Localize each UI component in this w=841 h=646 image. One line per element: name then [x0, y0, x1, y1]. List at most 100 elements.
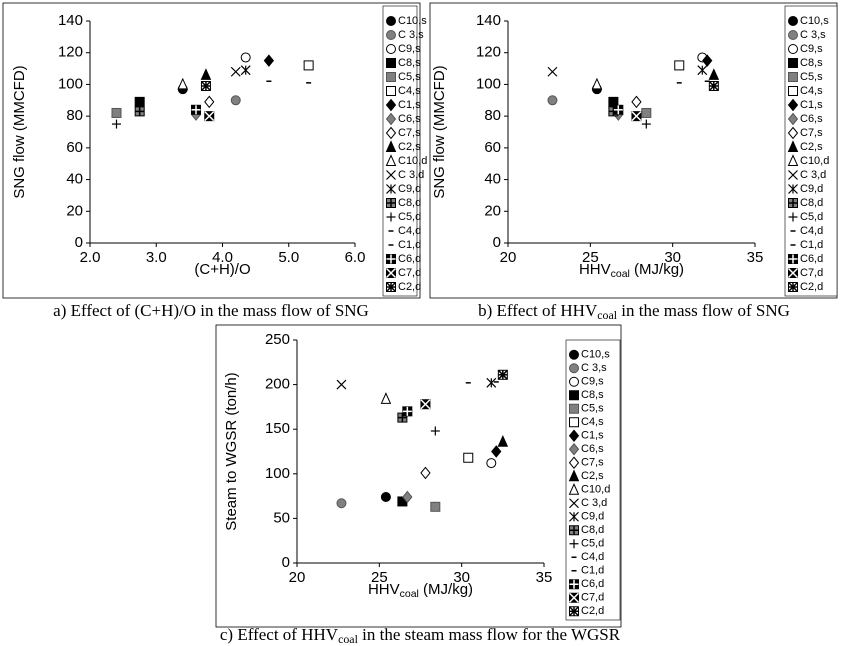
y-tick-label: 0 [75, 234, 83, 251]
legend-label: C4,d [581, 551, 604, 563]
marker-shape [568, 429, 580, 443]
y-tick-label: 150 [265, 420, 290, 437]
marker-shape [569, 403, 579, 414]
legend-marker [788, 16, 798, 26]
legend-label: C7,d [581, 592, 604, 604]
y-tick-label: 120 [58, 44, 83, 61]
marker-shape [204, 95, 215, 109]
x-tick-label: 4.0 [212, 249, 233, 266]
marker-shape [380, 491, 391, 502]
marker-stroke [708, 80, 719, 92]
data-point [491, 445, 502, 458]
legend-marker [386, 212, 396, 222]
data-point [200, 68, 212, 80]
y-tick-label: 60 [484, 139, 501, 156]
marker-shape [641, 107, 652, 118]
legend-marker [788, 86, 798, 96]
data-point [191, 104, 201, 115]
legend-marker [787, 281, 799, 293]
text-part: coal [597, 308, 618, 322]
legend-label: C 3,s [398, 29, 424, 41]
marker-shape [787, 154, 799, 166]
legend-label: C8,d [581, 524, 604, 536]
marker-shape [674, 60, 685, 71]
legend-marker [569, 349, 579, 360]
legend-label: C9,d [800, 183, 823, 195]
y-tick-label: 200 [265, 376, 290, 393]
data-point [497, 369, 508, 380]
legend-label: C 3,s [800, 29, 826, 41]
legend-marker [569, 498, 579, 509]
marker-shape [380, 392, 392, 404]
data-point [134, 106, 145, 117]
marker-shape [385, 154, 397, 166]
marker-shape [788, 44, 798, 54]
legend-label: C1,d [398, 239, 421, 251]
y-tick-label: 100 [58, 75, 83, 92]
data-point [200, 80, 211, 92]
legend-label: C2,s [581, 470, 604, 482]
marker-shape [303, 60, 314, 71]
marker-shape [385, 140, 397, 152]
legend-marker [386, 44, 396, 54]
data-point [380, 491, 391, 502]
marker-shape [569, 363, 579, 374]
chart-panel: 0 50 100 150 200 250 20 25 30 35 Steam to WGSR (to… [215, 324, 622, 646]
x-tick-label: 25 [371, 569, 388, 586]
legend-label: C2,s [800, 141, 823, 153]
x-tick-label: 30 [453, 569, 470, 586]
legend-marker [568, 442, 580, 456]
marker-stroke [568, 592, 580, 603]
legend-marker [385, 98, 397, 112]
caption: c) Effect of HHVcoal in the steam mass f… [220, 625, 621, 646]
marker-shape [631, 95, 642, 109]
legend-marker [386, 72, 396, 82]
xlabel: HHVcoal (MJ/kg) [368, 581, 473, 600]
text-part: (C+H)/O [194, 261, 250, 278]
legend-label: C2,s [398, 141, 421, 153]
marker-shape [240, 52, 251, 63]
data-point [463, 452, 474, 463]
data-point [430, 501, 441, 512]
marker-shape [568, 483, 580, 495]
data-point [240, 52, 251, 63]
x-tick-label: 20 [289, 569, 306, 586]
marker-shape [497, 434, 509, 447]
y-tick-label: 100 [265, 465, 290, 482]
legend-label: C4,s [581, 416, 604, 428]
legend-marker [386, 86, 396, 96]
legend-label: C7,s [398, 127, 421, 139]
data-point [380, 392, 392, 404]
data-point [240, 65, 251, 76]
text-part: coal [611, 268, 630, 280]
legend-marker [569, 511, 579, 522]
marker-stroke [385, 281, 397, 293]
caption: b) Effect of HHVcoal in the mass flow of… [478, 301, 790, 322]
legend-label: C9,d [581, 511, 604, 523]
legend-label: C7,d [398, 267, 421, 279]
marker-shape [200, 68, 212, 80]
text-part: coal [338, 632, 359, 646]
panel-border [215, 324, 622, 628]
x-tick-label: 6.0 [345, 249, 366, 266]
marker-shape [263, 54, 275, 67]
y-tick-label: 60 [66, 139, 83, 156]
marker-stroke [200, 80, 211, 92]
legend-label: C10,d [398, 155, 427, 167]
data-point [336, 379, 347, 390]
data-point [336, 498, 347, 509]
legend-label: C5,s [800, 71, 823, 83]
y-tick-label: 100 [476, 75, 501, 92]
legend-label: C9,d [398, 183, 421, 195]
x-tick-label: 30 [664, 249, 681, 266]
legend-marker [569, 376, 579, 387]
marker-shape [591, 77, 603, 90]
x-tick-label: 2.0 [80, 249, 101, 266]
data-point [230, 95, 241, 106]
y-tick-label: 20 [484, 202, 501, 219]
marker-stroke [568, 606, 580, 617]
marker-stroke [497, 369, 508, 380]
data-point [486, 377, 497, 388]
y-tick-label: 80 [484, 107, 501, 124]
